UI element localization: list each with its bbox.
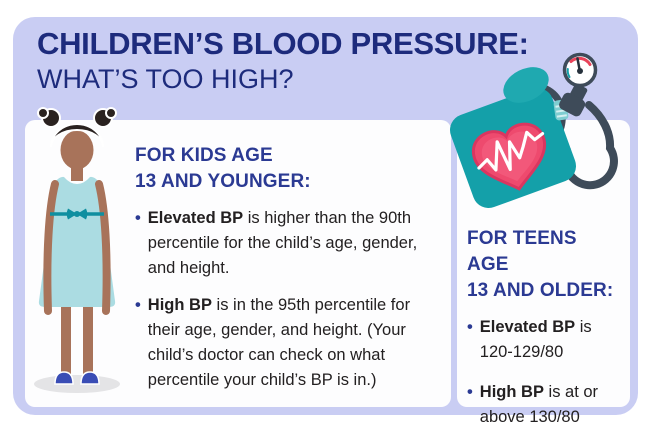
bullet-lead: Elevated BP [479,318,576,336]
kids-heading-line2: 13 AND YOUNGER: [135,171,311,192]
teens-bullet-list: • Elevated BP is 120-129/80 • High BP is… [467,315,621,430]
pump-bulb [503,67,549,103]
bullet-dot-icon: • [135,209,141,227]
kids-bullet-1-text: Elevated BP is higher than the 90th perc… [148,206,437,281]
kids-section: FOR KIDS AGE 13 AND YOUNGER: • Elevated … [135,143,437,405]
girl-hair [50,123,104,148]
bullet-lead: Elevated BP [147,209,244,227]
list-item: • High BP is at or above 130/80 [467,380,621,430]
teens-bullet-2-text: High BP is at or above 130/80 [480,380,621,430]
gauge-red-zone [569,56,592,66]
ekg-line-icon [477,130,545,172]
girl-illustration [34,107,120,393]
teens-heading-line1: FOR TEENS AGE [467,228,577,275]
bullet-rest: is at or above 130/80 [479,383,599,426]
teens-bullet-1-text: Elevated BP is 120-129/80 [480,315,621,365]
gauge-bracket [559,92,586,117]
bullet-dot-icon: • [467,318,473,336]
pump-bulb-group [503,67,549,103]
girl-right-shoe [80,371,100,385]
girl-face [60,130,94,170]
blood-pressure-cuff-illustration [450,52,618,209]
bullet-rest: is higher than the 90th percentile for t… [147,209,418,277]
bullet-lead: High BP [147,296,212,314]
bullet-rest: is in the 95th percentile for their age,… [147,296,411,389]
kids-bullet-list: • Elevated BP is higher than the 90th pe… [135,206,437,393]
girl-right-arm [95,180,111,315]
girl-left-shoe [54,371,74,385]
heart-group [471,122,547,191]
kids-bullet-2-text: High BP is in the 95th percentile for th… [148,293,437,393]
gauge-needle-hub [577,68,583,74]
list-item: • High BP is in the 95th percentile for … [135,293,437,393]
kids-heading-line1: FOR KIDS AGE [135,145,273,166]
bullet-dot-icon: • [135,296,141,314]
page-subtitle: WHAT’S TOO HIGH? [37,64,294,94]
teens-section: FOR TEENS AGE 13 AND OLDER: • Elevated B… [467,226,621,432]
list-item: • Elevated BP is 120-129/80 [467,315,621,365]
bullet-lead: High BP [479,383,544,401]
bullet-dot-icon: • [467,383,473,401]
girl-left-arm [43,180,59,315]
gauge-bracket-group [559,83,588,117]
page-title: CHILDREN’S BLOOD PRESSURE: [37,26,529,61]
gauge-teal-tick [566,68,571,78]
list-item: • Elevated BP is higher than the 90th pe… [135,206,437,281]
belt-bow-knot [74,211,80,217]
girl-dress [38,176,116,307]
hair-tuft-left [37,107,49,119]
bullet-rest: is 120-129/80 [479,318,592,361]
ground-shadow [34,375,120,393]
hair-tuft-right [105,107,117,119]
teens-heading-line2: 13 AND OLDER: [467,280,614,301]
